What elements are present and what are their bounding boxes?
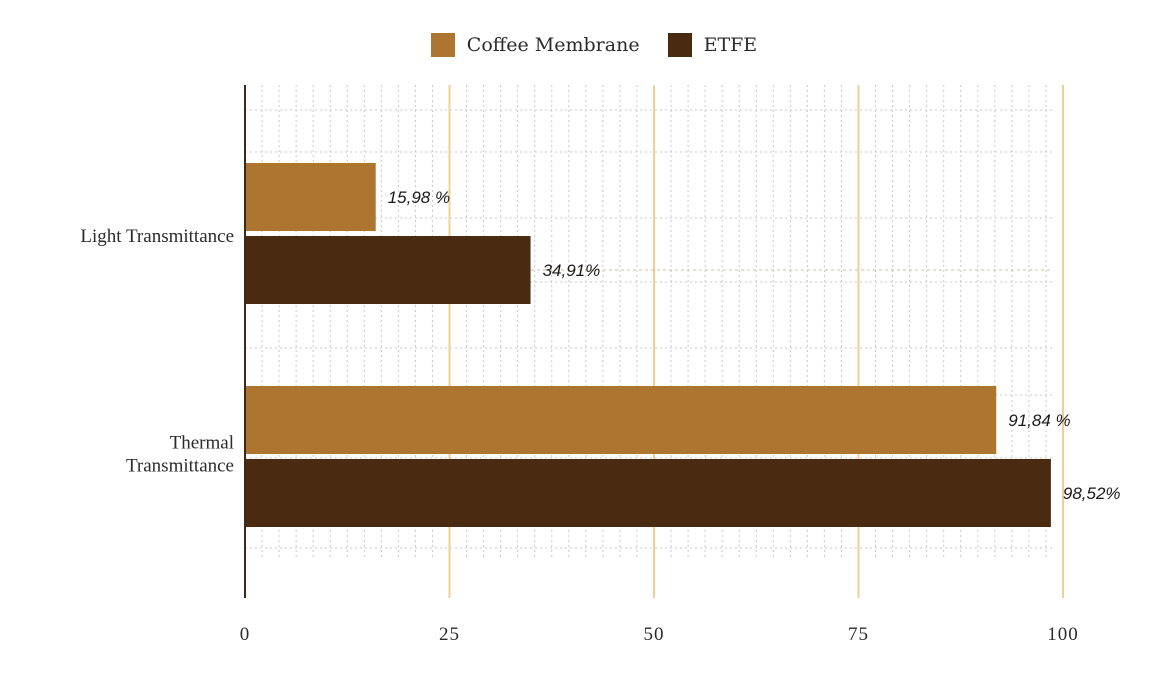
x-tick-label-0: 0 <box>240 624 251 645</box>
category-label-1-line-1: Transmittance <box>126 456 234 477</box>
x-tick-label-75: 75 <box>848 624 869 645</box>
legend-label-coffee-membrane: Coffee Membrane <box>466 34 640 56</box>
legend-label-etfe: ETFE <box>703 34 758 56</box>
bar-etfe-0 <box>245 236 531 304</box>
x-tick-label-25: 25 <box>439 624 460 645</box>
category-label-1-line-0: Thermal <box>170 433 234 454</box>
legend-item-etfe[interactable]: ETFE <box>667 33 758 57</box>
legend-swatch-etfe <box>667 33 692 57</box>
bar-coffee-membrane-1 <box>245 386 997 454</box>
legend: Coffee Membrane ETFE <box>0 33 1158 57</box>
data-label-coffee-membrane-0: 15,98 % <box>388 188 450 207</box>
x-tick-label-100: 100 <box>1047 624 1079 645</box>
data-labels: 15,98 % 91,84 % 34,91% 98,52% <box>388 188 1121 503</box>
bars <box>245 163 1051 527</box>
bar-coffee-membrane-0 <box>245 163 376 231</box>
bar-etfe-1 <box>245 459 1051 527</box>
category-label-0-line-0: Light Transmittance <box>80 226 234 247</box>
x-tick-label-50: 50 <box>644 624 665 645</box>
data-label-etfe-0: 34,91% <box>543 261 601 280</box>
axes: 0 25 50 75 100 Light Transmittance ThermalTran… <box>80 85 1078 645</box>
legend-swatch-coffee-membrane <box>430 33 455 57</box>
data-label-coffee-membrane-1: 91,84 % <box>1008 411 1070 430</box>
data-label-etfe-1: 98,52% <box>1063 484 1121 503</box>
legend-item-coffee-membrane[interactable]: Coffee Membrane <box>430 33 640 57</box>
